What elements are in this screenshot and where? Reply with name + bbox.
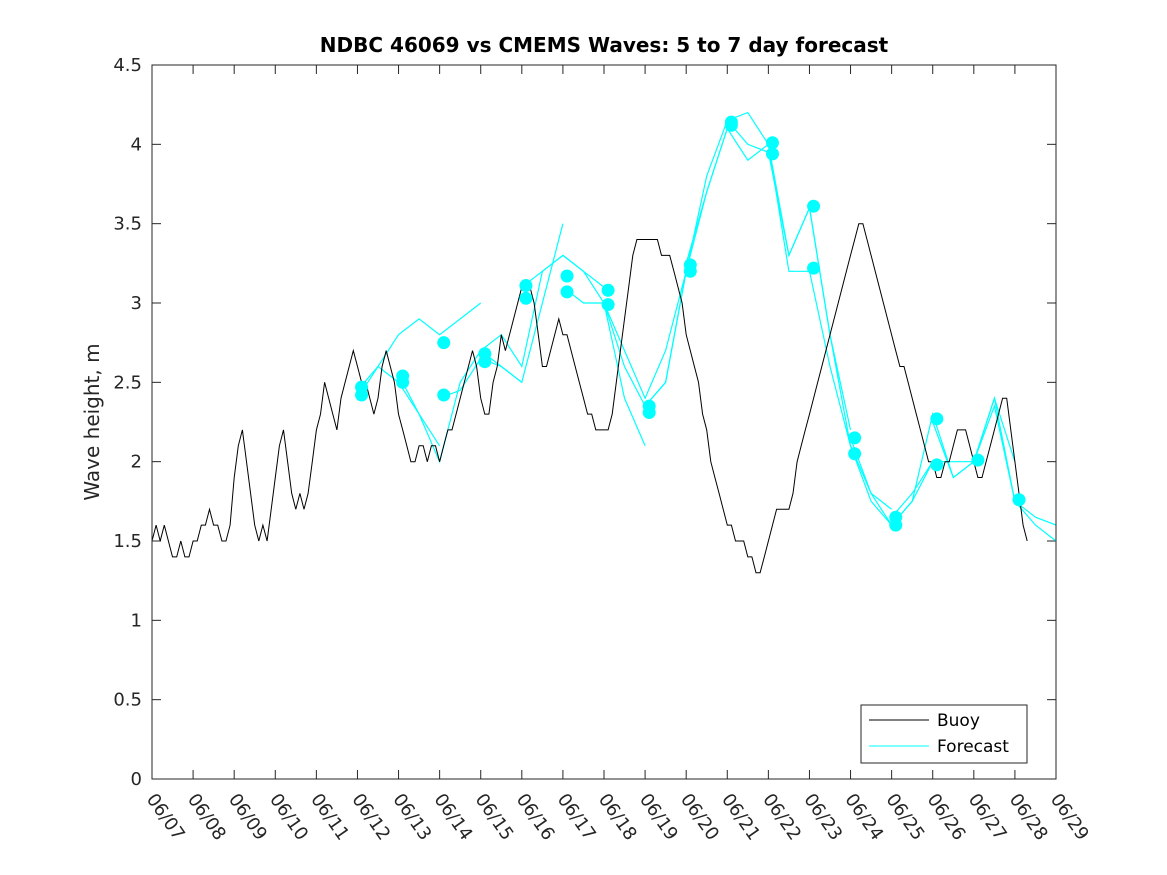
x-tick-label: 06/28	[1005, 790, 1052, 845]
forecast-marker	[765, 147, 779, 161]
plot-area	[152, 65, 1056, 779]
x-tick-label: 06/25	[882, 790, 929, 845]
forecast-marker	[889, 518, 903, 532]
x-tick-label: 06/14	[430, 790, 477, 845]
x-tick-label: 06/16	[512, 790, 559, 845]
x-tick-label: 06/18	[594, 790, 641, 845]
x-tick-label: 06/07	[142, 790, 189, 845]
forecast-marker	[642, 405, 656, 419]
forecast-line	[932, 395, 1057, 526]
y-tick-label: 4	[131, 134, 142, 155]
x-tick-label: 06/17	[553, 790, 600, 845]
x-tick-label: 06/24	[840, 790, 887, 845]
chart-title: NDBC 46069 vs CMEMS Waves: 5 to 7 day fo…	[320, 33, 889, 57]
x-tick-label: 06/20	[676, 790, 723, 845]
forecast-marker	[807, 199, 821, 213]
y-tick-label: 3.5	[113, 214, 142, 235]
legend-buoy-label: Buoy	[937, 711, 980, 731]
forecast-marker	[848, 431, 862, 445]
forecast-marker	[930, 412, 944, 426]
forecast-marker	[437, 388, 451, 402]
x-tick-label: 06/19	[635, 790, 682, 845]
x-tick-label: 06/12	[347, 790, 394, 845]
series-layer	[151, 111, 1057, 574]
forecast-marker	[1012, 493, 1026, 507]
forecast-marker	[519, 291, 533, 305]
y-ticks: 0 0.5 1 1.5 2 2.5 3 3.5 4 4.5	[113, 55, 1056, 790]
forecast-marker	[478, 355, 492, 369]
x-tick-label: 06/26	[923, 790, 970, 845]
forecast-marker	[765, 136, 779, 150]
forecast-marker	[724, 118, 738, 132]
forecast-marker	[848, 447, 862, 461]
forecast-marker	[807, 261, 821, 275]
y-tick-label: 2.5	[113, 372, 142, 393]
forecast-marker	[355, 388, 369, 402]
forecast-line	[521, 254, 646, 447]
forecast-marker	[560, 285, 574, 299]
y-tick-label: 2	[131, 452, 142, 473]
legend-box	[860, 704, 1028, 764]
plot-frame	[151, 64, 1057, 780]
y-axis-label: Wave height, m	[80, 343, 104, 500]
x-tick-label: 06/13	[388, 790, 435, 845]
forecast-marker	[683, 264, 697, 278]
buoy-line	[151, 223, 1028, 574]
y-tick-label: 0.5	[113, 690, 142, 711]
y-tick-label: 3	[131, 293, 142, 314]
forecast-marker	[396, 375, 410, 389]
y-tick-label: 1	[131, 610, 142, 631]
forecast-line	[644, 111, 769, 407]
x-tick-label: 06/09	[224, 790, 271, 845]
forecast-marker	[601, 283, 615, 297]
y-tick-label: 1.5	[113, 531, 142, 552]
forecast-marker	[437, 336, 451, 350]
x-tick-label: 06/23	[799, 790, 846, 845]
x-tick-label: 06/27	[964, 790, 1011, 845]
y-tick-label: 0	[131, 769, 142, 790]
x-tick-label: 06/29	[1046, 790, 1093, 845]
legend: Buoy Forecast	[860, 704, 1028, 764]
x-tick-label: 06/15	[471, 790, 518, 845]
forecast-marker	[971, 453, 985, 467]
forecast-line	[356, 302, 482, 399]
y-tick-label: 4.5	[113, 55, 142, 76]
legend-forecast-label: Forecast	[937, 737, 1009, 757]
forecast-line	[439, 223, 564, 399]
x-tick-label: 06/21	[717, 790, 764, 845]
x-tick-label: 06/22	[758, 790, 805, 845]
forecast-marker	[930, 458, 944, 472]
forecast-marker	[601, 298, 615, 312]
x-tick-label: 06/08	[183, 790, 230, 845]
forecast-marker	[560, 269, 574, 283]
forecast-marker	[519, 279, 533, 293]
x-tick-label: 06/11	[306, 790, 353, 845]
x-tick-label: 06/10	[265, 790, 312, 845]
